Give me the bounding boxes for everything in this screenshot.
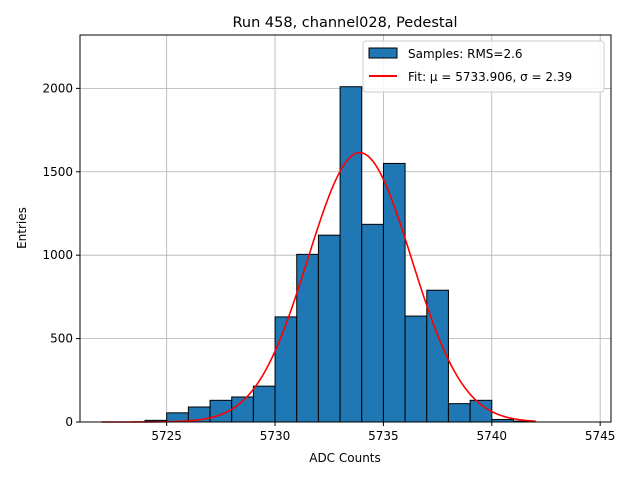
histogram-bar bbox=[274, 316, 298, 423]
x-tick-label: 5725 bbox=[151, 429, 182, 443]
x-tick-label: 5730 bbox=[260, 429, 291, 443]
legend: Samples: RMS=2.6 Fit: μ = 5733.906, σ = … bbox=[362, 40, 605, 93]
histogram-bar bbox=[426, 289, 449, 423]
axis-ticks: 5725 5730 5735 5740 5745 0 500 1000 1500 2000 bbox=[42, 81, 615, 443]
y-tick-label: 2000 bbox=[42, 81, 73, 95]
histogram-bar bbox=[447, 403, 471, 423]
legend-samples-label: Samples: RMS=2.6 bbox=[408, 47, 523, 61]
histogram-bar bbox=[382, 162, 406, 423]
histogram-bars bbox=[144, 86, 536, 423]
histogram-bar bbox=[404, 315, 428, 423]
plot-frame bbox=[79, 34, 612, 423]
y-tick-label: 0 bbox=[65, 415, 73, 429]
x-tick-label: 5735 bbox=[368, 429, 399, 443]
y-tick-label: 1000 bbox=[42, 248, 73, 262]
x-tick-label: 5745 bbox=[585, 429, 616, 443]
histogram-bar bbox=[339, 86, 363, 423]
legend-samples-swatch bbox=[368, 47, 398, 59]
y-axis-label: Entries bbox=[15, 207, 29, 249]
chart-title: Run 458, channel028, Pedestal bbox=[232, 15, 457, 31]
histogram-bar bbox=[252, 385, 276, 423]
histogram-bar bbox=[296, 253, 319, 423]
histogram-bar bbox=[361, 223, 384, 423]
y-tick-label: 500 bbox=[50, 332, 73, 346]
x-tick-label: 5740 bbox=[477, 429, 508, 443]
y-tick-label: 1500 bbox=[42, 165, 73, 179]
histogram-bar bbox=[317, 234, 341, 423]
legend-box bbox=[362, 40, 605, 93]
legend-fit-label: Fit: μ = 5733.906, σ = 2.39 bbox=[408, 70, 572, 84]
x-axis-label: ADC Counts bbox=[309, 451, 381, 465]
